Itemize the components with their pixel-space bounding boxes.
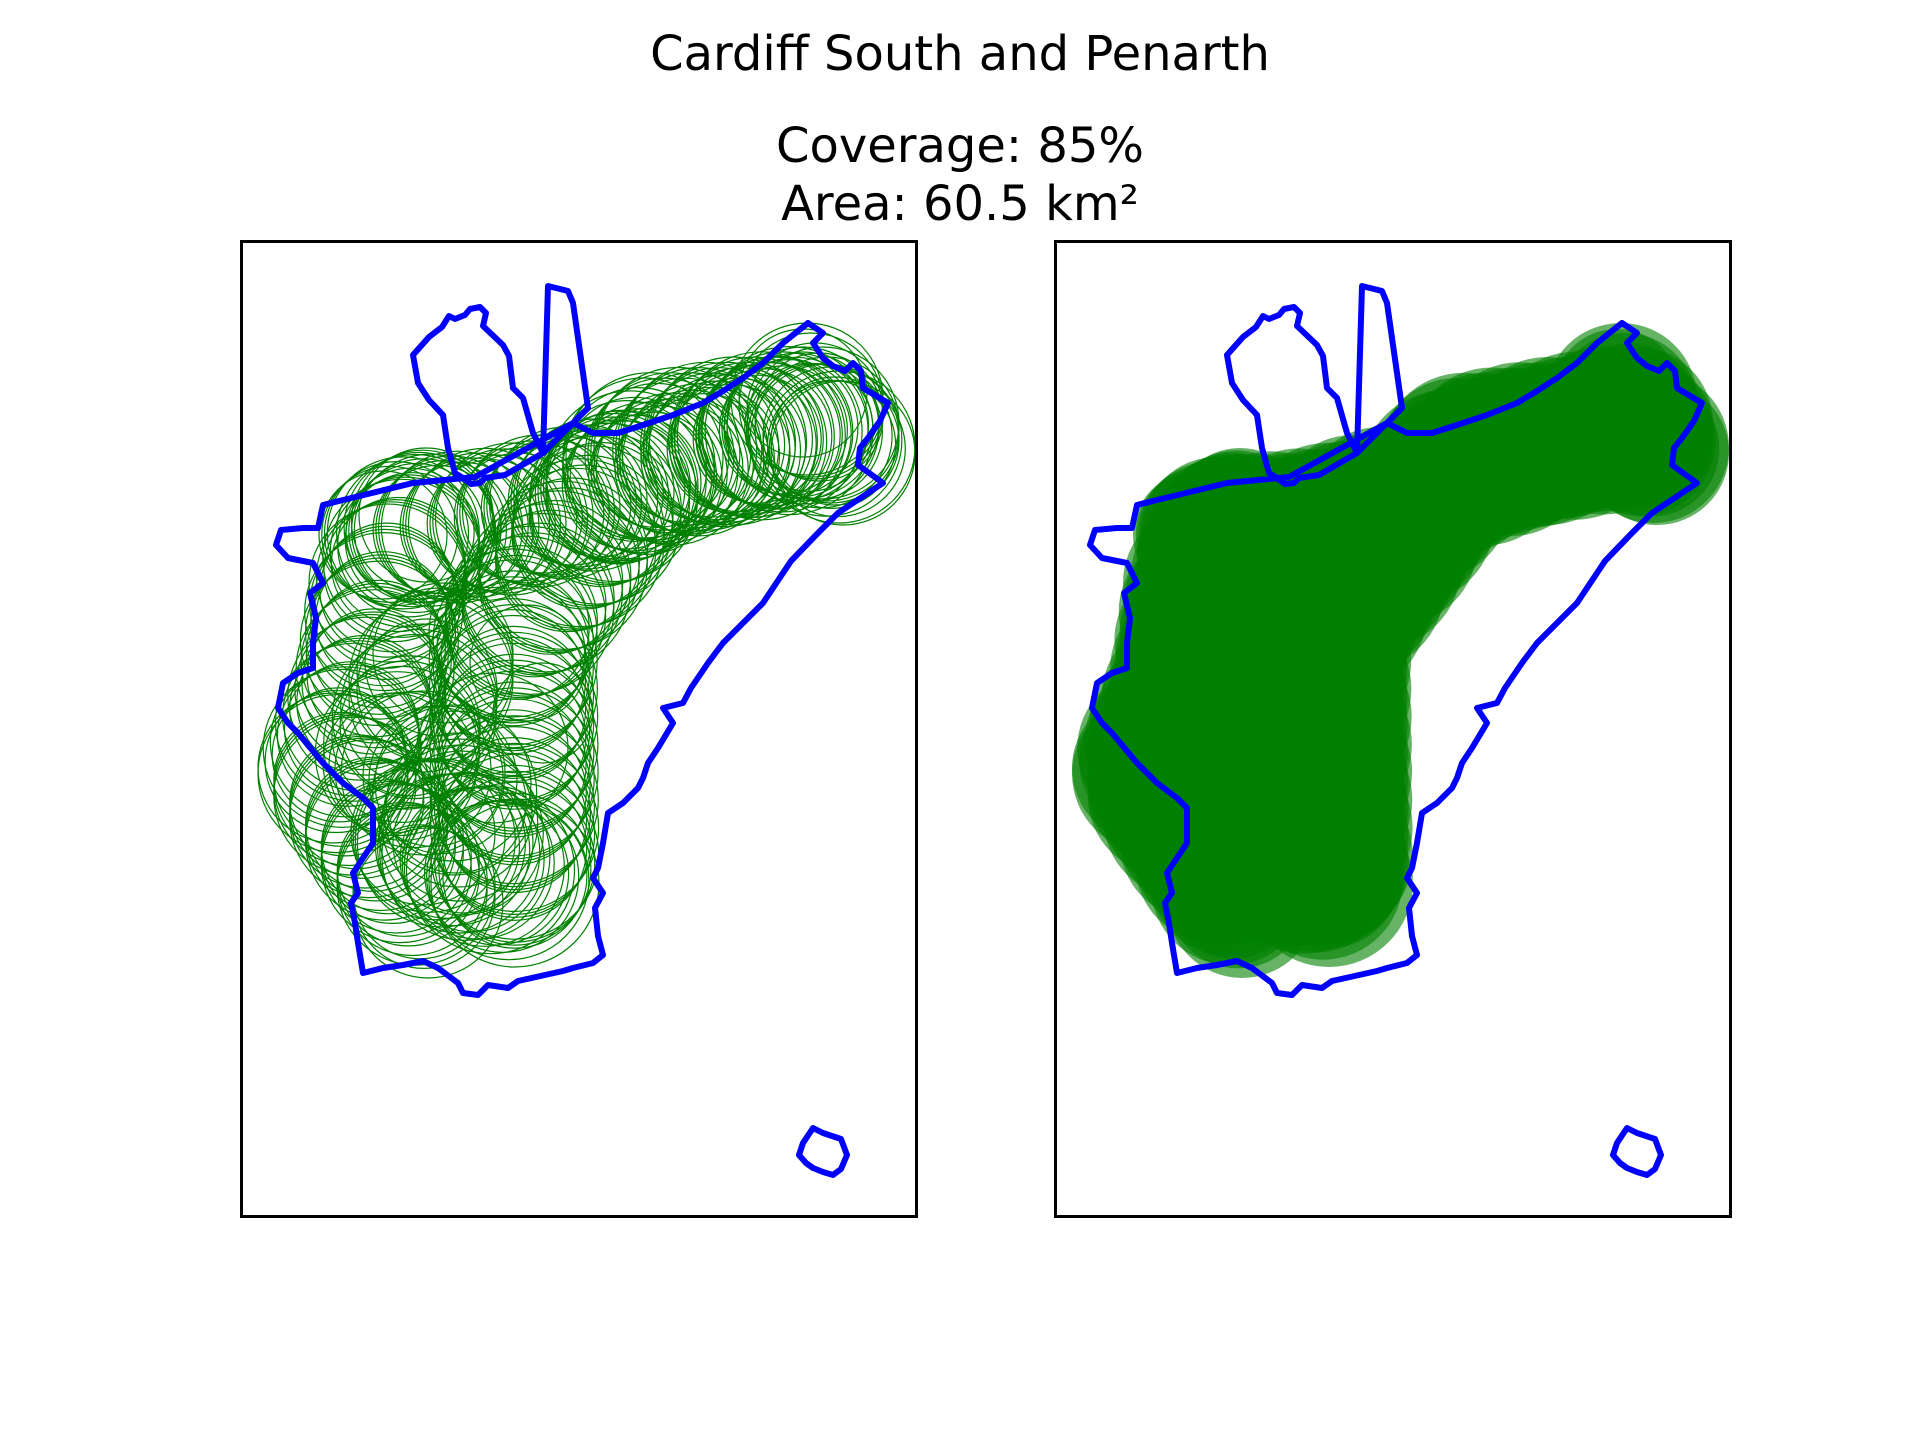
map-panel-outline-circles xyxy=(240,240,918,1218)
area-text: Area: 60.5 km² xyxy=(781,176,1139,232)
coverage-circle xyxy=(326,456,480,610)
coverage-circle xyxy=(746,346,900,500)
coverage-circle xyxy=(374,704,532,862)
coverage-circle xyxy=(428,604,598,774)
map-panel-filled-circles xyxy=(1054,240,1732,1218)
coverage-circle xyxy=(433,725,595,888)
coverage-circle xyxy=(348,623,498,773)
coverage-circle xyxy=(426,459,556,589)
coverage-circle xyxy=(380,450,534,604)
coverage-circle xyxy=(407,447,562,601)
coverage-circle xyxy=(770,380,915,526)
coverage-circle xyxy=(1207,773,1347,913)
coverage-circle xyxy=(331,660,481,810)
coverage-circle xyxy=(339,655,481,797)
coverage-text: Coverage: 85% xyxy=(775,118,1145,174)
coverage-circle xyxy=(417,672,569,824)
coverage-circle xyxy=(429,454,567,592)
coverage-circle xyxy=(483,438,621,576)
coverage-circle xyxy=(392,772,534,914)
coverage-circle xyxy=(1553,329,1681,457)
coverage-circle xyxy=(323,665,481,823)
coverage-circle xyxy=(442,803,588,949)
coverage-circle xyxy=(320,783,480,944)
coverage-circle xyxy=(537,422,675,560)
coverage-circle xyxy=(441,720,587,866)
coverage-circle xyxy=(430,742,600,913)
coverage-circle xyxy=(399,461,529,592)
coverage-circle xyxy=(331,634,497,800)
coverage-circle xyxy=(381,771,551,941)
coverage-circle xyxy=(340,628,498,786)
coverage-circle xyxy=(442,775,588,921)
coverage-circle xyxy=(461,434,616,588)
coverage-circle xyxy=(510,430,648,568)
coverage-circle xyxy=(469,604,587,722)
coverage-circle xyxy=(492,662,594,764)
coverage-circle xyxy=(441,747,588,894)
constituency-boundary xyxy=(1087,283,1705,1178)
coverage-circle xyxy=(432,614,595,777)
coverage-circle xyxy=(561,420,691,550)
coverage-circle xyxy=(405,452,551,598)
coverage-circle xyxy=(507,436,637,566)
coverage-circle xyxy=(436,570,590,724)
coverage-circle xyxy=(588,411,718,541)
coverage-circle xyxy=(429,715,599,885)
coverage-circle xyxy=(385,732,527,874)
coverage-circle xyxy=(534,428,664,558)
coverage-circle xyxy=(353,453,507,607)
coverage-circle xyxy=(438,792,592,946)
coverage-circle xyxy=(437,625,591,779)
coverage-circle xyxy=(372,710,538,876)
map-canvas-right xyxy=(1072,283,1729,1178)
coverage-circle xyxy=(434,781,596,943)
map-title: Cardiff South and Penarth xyxy=(650,26,1270,82)
coverage-circle xyxy=(383,738,533,888)
coverage-circle xyxy=(515,418,670,572)
constituency-boundary xyxy=(273,283,891,1178)
coverage-circle xyxy=(348,597,514,763)
coverage-circle xyxy=(614,402,744,532)
map-canvas-left xyxy=(257,283,915,1178)
coverage-circle xyxy=(305,582,449,726)
coverage-circle xyxy=(378,750,544,916)
coverage-circle xyxy=(434,442,589,596)
coverage-circle xyxy=(381,744,539,902)
coverage-circles-outline xyxy=(257,322,915,979)
